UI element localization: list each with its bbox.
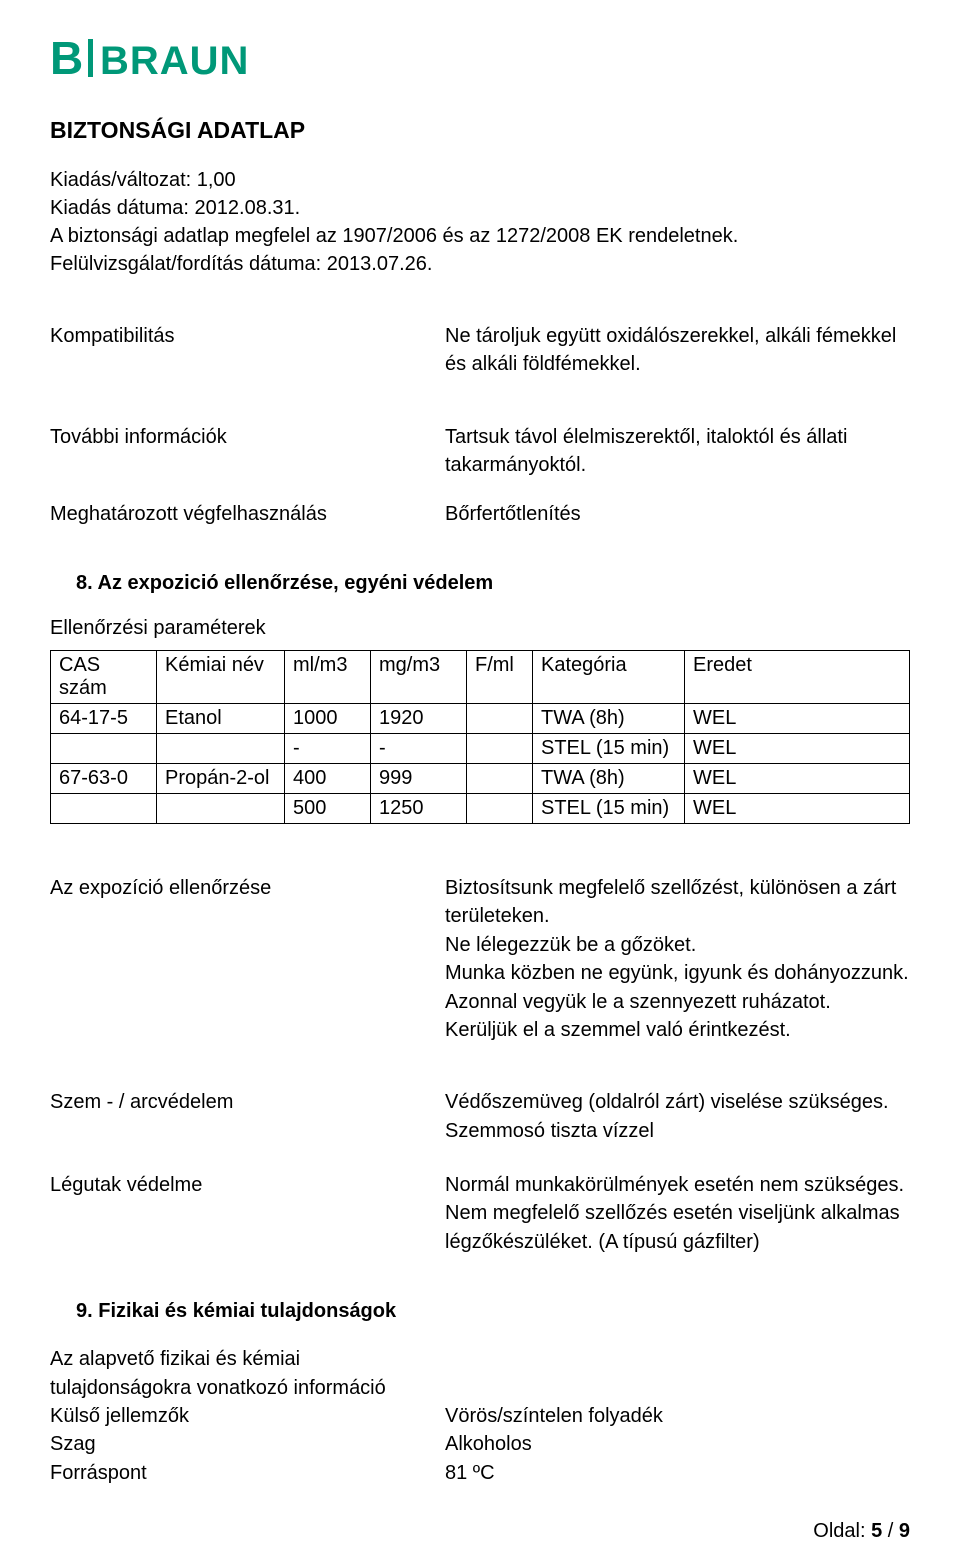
value-line: Munka közben ne együnk, igyunk és dohány… (445, 959, 910, 987)
table-header-cell: Kémiai név (157, 650, 285, 703)
meta-line: Kiadás dátuma: 2012.08.31. (50, 194, 910, 222)
field-value: Bőrfertőtlenítés (445, 500, 910, 528)
section-9-heading: 9. Fizikai és kémiai tulajdonságok (50, 1300, 910, 1323)
field-value: Védőszemüveg (oldalról zárt) viselése sz… (445, 1088, 910, 1145)
table-cell: TWA (8h) (533, 763, 685, 793)
table-cell (51, 733, 157, 763)
footer-current: 5 (871, 1520, 882, 1542)
value-line: Normál munkakörülmények esetén nem szüks… (445, 1171, 910, 1199)
table-cell: WEL (685, 763, 910, 793)
table-cell: - (285, 733, 371, 763)
meta-line: A biztonsági adatlap megfelel az 1907/20… (50, 222, 910, 250)
doc-meta: Kiadás/változat: 1,00 Kiadás dátuma: 201… (50, 166, 910, 278)
table-cell: 64-17-5 (51, 703, 157, 733)
field-label: Kompatibilitás (50, 322, 445, 379)
value-line: Azonnal vegyük le a szennyezett ruházato… (445, 988, 910, 1016)
table-header-cell: CAS szám (51, 650, 157, 703)
field-label: Szem - / arcvédelem (50, 1088, 445, 1145)
table-cell: TWA (8h) (533, 703, 685, 733)
table-row: 67-63-0Propán-2-ol400999 TWA (8h)WEL (51, 763, 910, 793)
table-cell (467, 793, 533, 823)
page-footer: Oldal: 5 / 9 (813, 1520, 910, 1543)
table-header-cell: Kategória (533, 650, 685, 703)
field-label: Szag (50, 1430, 445, 1458)
value-line: Védőszemüveg (oldalról zárt) viselése sz… (445, 1088, 910, 1116)
table-cell (467, 733, 533, 763)
table-header-cell: F/ml (467, 650, 533, 703)
table-cell: 500 (285, 793, 371, 823)
exposure-params-table: CAS számKémiai névml/m3mg/m3F/mlKategóri… (50, 650, 910, 824)
table-cell: Propán-2-ol (157, 763, 285, 793)
table-cell: 1000 (285, 703, 371, 733)
footer-sep: / (882, 1520, 899, 1542)
field-value: Normál munkakörülmények esetén nem szüks… (445, 1171, 910, 1256)
value-line: Ne lélegezzük be a gőzöket. (445, 931, 910, 959)
value-line: Biztosítsunk megfelelő szellőzést, külön… (445, 874, 910, 931)
value-line: Nem megfelelő szellőzés esetén viseljünk… (445, 1199, 910, 1256)
table-cell: 999 (371, 763, 467, 793)
table-cell (467, 763, 533, 793)
table-cell: 1250 (371, 793, 467, 823)
table-cell: STEL (15 min) (533, 793, 685, 823)
field-label: Az expozíció ellenőrzése (50, 874, 445, 1044)
field-value: Biztosítsunk megfelelő szellőzést, külön… (445, 874, 910, 1044)
value-line: Szemmosó tiszta vízzel (445, 1117, 910, 1145)
table-row: 5001250 STEL (15 min)WEL (51, 793, 910, 823)
table-cell: - (371, 733, 467, 763)
field-label: Légutak védelme (50, 1171, 445, 1256)
field-value: Vörös/színtelen folyadék (445, 1402, 910, 1430)
logo-b-icon: B (50, 32, 83, 84)
field-value: Alkoholos (445, 1430, 910, 1458)
field-label: Forráspont (50, 1459, 445, 1487)
meta-line: Kiadás/változat: 1,00 (50, 166, 910, 194)
table-cell: WEL (685, 703, 910, 733)
field-value: Tartsuk távol élelmiszerektől, italoktól… (445, 423, 910, 480)
table-cell (157, 793, 285, 823)
table-cell: WEL (685, 793, 910, 823)
brand-logo: B BRAUN (50, 32, 910, 89)
table-header-cell: mg/m3 (371, 650, 467, 703)
field-label: További információk (50, 423, 445, 480)
svg-text:BRAUN: BRAUN (100, 39, 249, 83)
footer-total: 9 (899, 1520, 910, 1542)
section-8-sub: Ellenőrzési paraméterek (50, 617, 910, 640)
table-row: -- STEL (15 min)WEL (51, 733, 910, 763)
table-header-cell: ml/m3 (285, 650, 371, 703)
table-cell: 67-63-0 (51, 763, 157, 793)
table-cell (51, 793, 157, 823)
footer-label: Oldal: (813, 1520, 871, 1542)
table-cell: Etanol (157, 703, 285, 733)
section-9-sub: Az alapvető fizikai és kémiai tulajdonsá… (50, 1345, 445, 1402)
field-value: 81 ºC (445, 1459, 910, 1487)
table-cell: STEL (15 min) (533, 733, 685, 763)
table-row: 64-17-5Etanol10001920 TWA (8h)WEL (51, 703, 910, 733)
table-header-cell: Eredet (685, 650, 910, 703)
meta-line: Felülvizsgálat/fordítás dátuma: 2013.07.… (50, 250, 910, 278)
value-line: Kerüljük el a szemmel való érintkezést. (445, 1016, 910, 1044)
field-label: Meghatározott végfelhasználás (50, 500, 445, 528)
table-cell: 400 (285, 763, 371, 793)
table-cell: WEL (685, 733, 910, 763)
field-value: Ne tároljuk együtt oxidálószerekkel, alk… (445, 322, 910, 379)
doc-title: BIZTONSÁGI ADATLAP (50, 117, 910, 144)
table-cell (157, 733, 285, 763)
table-cell: 1920 (371, 703, 467, 733)
section-8-heading: 8. Az expozició ellenőrzése, egyéni véde… (50, 572, 910, 595)
field-label: Külső jellemzők (50, 1402, 445, 1430)
table-cell (467, 703, 533, 733)
